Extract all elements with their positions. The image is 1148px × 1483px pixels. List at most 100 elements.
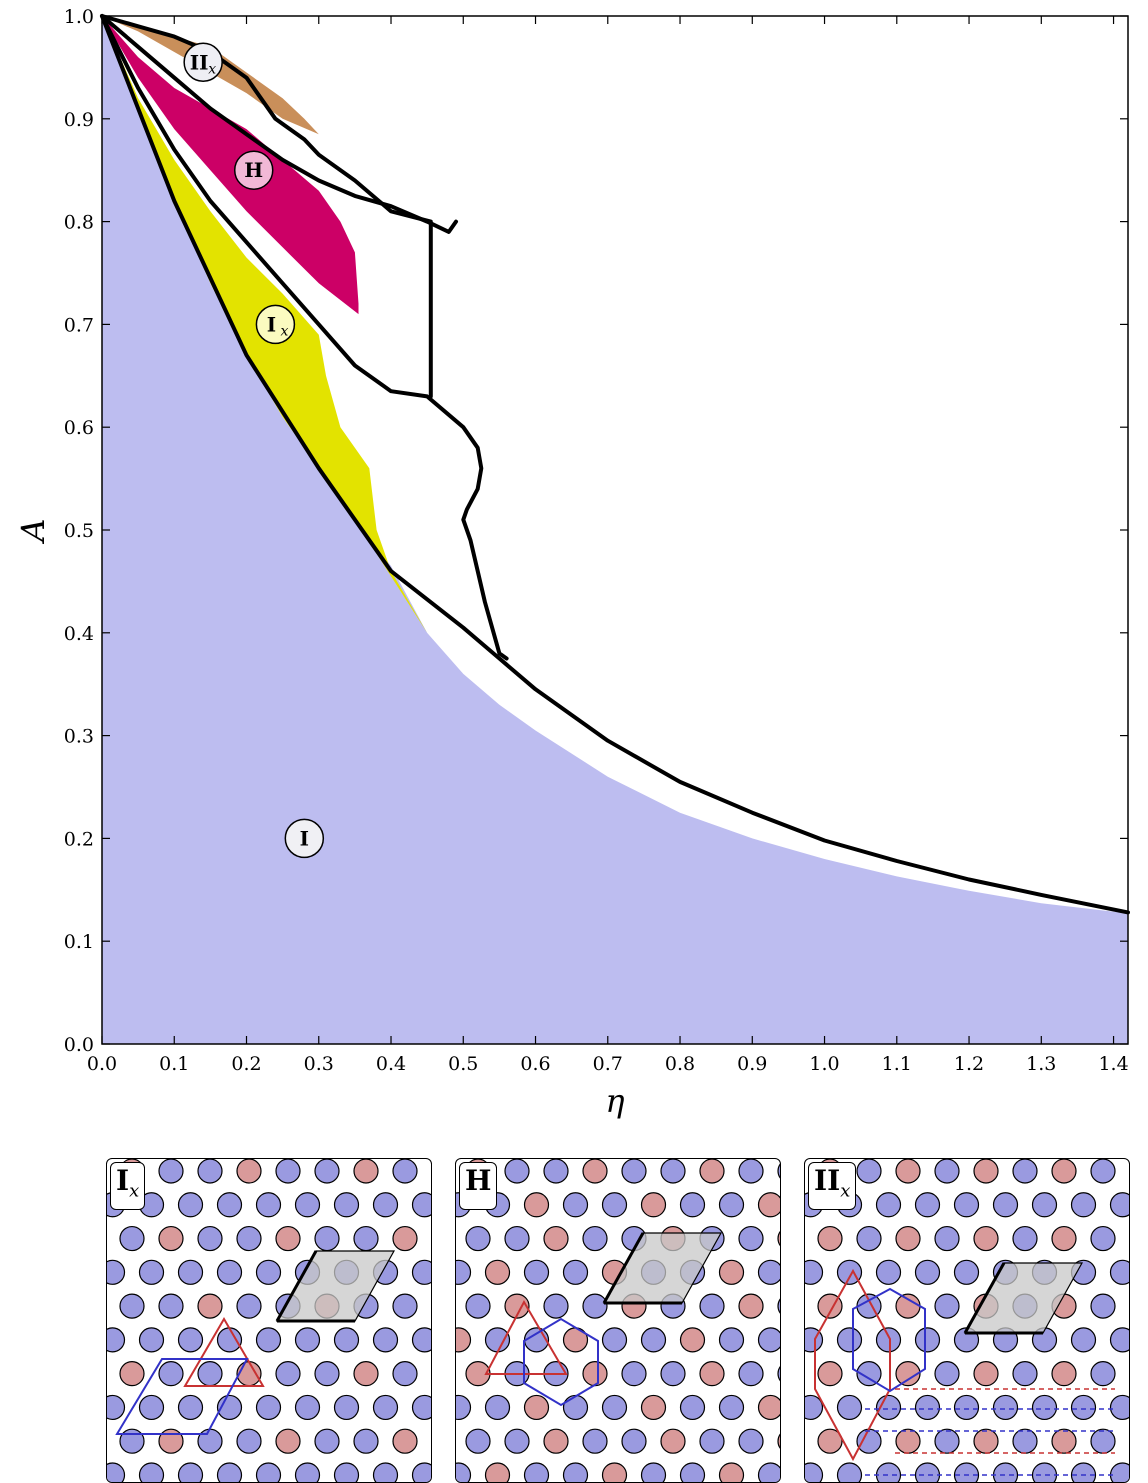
particle-blue [582, 1428, 608, 1454]
particle-blue [699, 1428, 725, 1454]
particle-blue [236, 1428, 262, 1454]
particle-blue [314, 1361, 340, 1387]
y-tick-label: 0.0 [64, 1034, 94, 1056]
particle-blue [504, 1159, 530, 1184]
particle-blue [138, 1327, 165, 1353]
particle-blue [236, 1225, 262, 1252]
particle-blue [411, 1259, 431, 1285]
lattice-panel-h: H [455, 1158, 781, 1483]
particle-blue [777, 1163, 780, 1179]
particle-blue [601, 1327, 628, 1353]
particle-blue [856, 1361, 882, 1387]
y-tick-label: 0.2 [64, 828, 94, 850]
particle-blue [456, 1462, 472, 1482]
particle-red [1051, 1361, 1077, 1387]
particle-blue [1070, 1327, 1097, 1353]
particle-blue [372, 1462, 399, 1482]
particle-blue [1109, 1462, 1129, 1482]
particle-red [973, 1361, 999, 1387]
particle-red [523, 1192, 550, 1218]
particle-red [699, 1361, 725, 1387]
particle-blue [856, 1225, 882, 1252]
particle-red [973, 1428, 999, 1454]
motif-hexagon [523, 1317, 599, 1407]
particle-blue [543, 1293, 569, 1319]
region-label-main: I [300, 826, 309, 850]
x-tick-label: 0.1 [159, 1053, 189, 1075]
y-tick-label: 0.6 [64, 417, 94, 439]
particle-blue [679, 1192, 706, 1218]
particle-blue [158, 1293, 184, 1319]
particle-blue [255, 1259, 282, 1285]
y-tick-label: 0.7 [64, 314, 94, 336]
particle-blue [107, 1462, 126, 1482]
particle-red [158, 1225, 184, 1252]
particle-blue [333, 1327, 360, 1353]
particle-red [817, 1225, 843, 1252]
lattice-vector-b [963, 1262, 1006, 1334]
particle-blue [294, 1192, 321, 1218]
particle-blue [640, 1327, 667, 1353]
particle-blue [465, 1225, 491, 1252]
particle-blue [255, 1327, 282, 1353]
particle-blue [934, 1225, 960, 1252]
particle-red [236, 1361, 262, 1387]
x-axis-title: η [605, 1082, 624, 1120]
particle-red [817, 1428, 843, 1454]
particle-blue [562, 1462, 589, 1482]
particle-blue [953, 1192, 980, 1218]
particle-red [738, 1293, 764, 1319]
particle-blue [875, 1192, 902, 1218]
particle-blue [875, 1259, 902, 1285]
particle-blue [562, 1259, 589, 1285]
particle-blue [392, 1293, 418, 1319]
particle-blue [177, 1259, 204, 1285]
particle-blue [1109, 1394, 1129, 1421]
y-tick-label: 0.1 [64, 931, 94, 953]
particle-blue [992, 1394, 1019, 1421]
particle-blue [836, 1327, 863, 1353]
x-tick-label: 1.2 [954, 1053, 984, 1075]
y-tick-label: 0.5 [64, 520, 94, 542]
particle-blue [411, 1192, 431, 1218]
particle-blue [314, 1428, 340, 1454]
particle-red [660, 1428, 686, 1454]
x-tick-label: 1.3 [1026, 1053, 1056, 1075]
y-tick-label: 0.9 [64, 109, 94, 131]
motif-triangle [183, 1317, 265, 1387]
particle-blue [856, 1159, 882, 1184]
particle-blue [353, 1428, 379, 1454]
particle-blue [679, 1394, 706, 1421]
particle-red [119, 1361, 145, 1387]
particle-blue [757, 1327, 780, 1353]
region-label-i: I [284, 818, 325, 859]
region-i [102, 16, 1128, 1044]
motif-hexagon [115, 1358, 249, 1435]
particle-blue [275, 1159, 301, 1184]
particle-blue [914, 1327, 941, 1353]
particle-blue [138, 1259, 165, 1285]
particle-red [275, 1428, 301, 1454]
particle-red [895, 1293, 921, 1319]
particle-blue [1109, 1259, 1129, 1285]
particle-blue [875, 1327, 902, 1353]
particle-blue [523, 1327, 550, 1353]
particle-red [718, 1259, 745, 1285]
particle-red [1051, 1159, 1077, 1184]
particle-red [543, 1225, 569, 1252]
particle-blue [582, 1225, 608, 1252]
particle-blue [757, 1259, 780, 1285]
particle-red [456, 1327, 472, 1353]
particle-blue [805, 1259, 824, 1285]
particle-blue [1031, 1462, 1058, 1482]
particle-red [236, 1159, 262, 1184]
particle-blue [314, 1225, 340, 1252]
particle-blue [543, 1159, 569, 1184]
particle-blue [914, 1462, 941, 1482]
particle-blue [107, 1259, 126, 1285]
particle-red [699, 1159, 725, 1184]
particle-blue [718, 1192, 745, 1218]
particle-blue [216, 1327, 243, 1353]
